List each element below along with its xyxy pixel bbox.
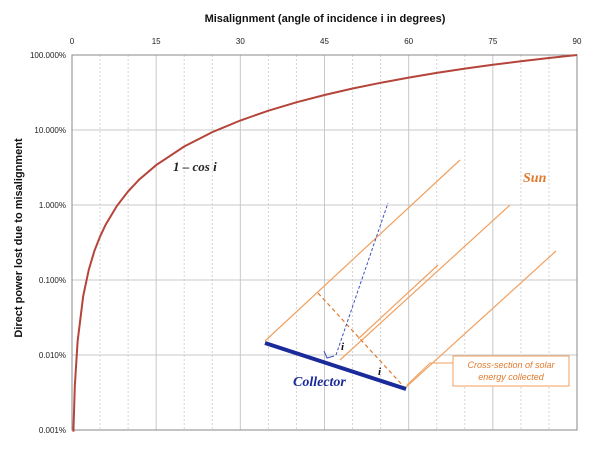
right-angle-marker (323, 350, 335, 359)
y-tick-labels: 0.001% 0.010% 0.100% 1.000% 10.000% 100.000% (30, 51, 66, 435)
plot-frame (71, 54, 578, 431)
y-tick-label: 0.100% (39, 276, 66, 285)
collector-normal-line (335, 202, 389, 356)
x-tick-label: 60 (404, 37, 413, 46)
y-tick-label: 0.010% (39, 351, 66, 360)
collector-bar (264, 341, 407, 391)
y-tick-label: 1.000% (39, 201, 66, 210)
x-tick-label: 30 (236, 37, 245, 46)
y-tick-label: 10.000% (34, 126, 66, 135)
y-axis-title: Direct power lost due to misalignment (13, 138, 25, 338)
sun-ray (404, 250, 557, 389)
sun-label: Sun (523, 171, 547, 186)
sun-ray (357, 264, 439, 340)
energy-cross-section-line (317, 292, 406, 389)
y-tick-label: 0.001% (39, 426, 66, 435)
x-tick-label: 15 (152, 37, 161, 46)
x-tick-label: 45 (320, 37, 329, 46)
callout-text-line-1: Cross-section of solar (467, 360, 555, 370)
x-tick-label: 75 (488, 37, 497, 46)
x-axis-title: Misalignment (angle of incidence i in de… (205, 13, 446, 25)
sun-ray (339, 204, 511, 361)
sun-ray (264, 159, 461, 342)
callout-leader (406, 362, 455, 386)
angle-label-normal: i (341, 341, 345, 353)
series-line-1-minus-cos (72, 54, 578, 432)
callout-box (452, 355, 570, 387)
x-tick-labels: 0 15 30 45 60 75 90 (70, 37, 582, 46)
x-tick-label: 90 (573, 37, 582, 46)
curve-label: 1 – cos i (173, 159, 217, 174)
x-tick-label: 0 (70, 37, 75, 46)
collector-diagram: Cross-section of solar energy collected … (264, 159, 570, 391)
y-tick-label: 100.000% (30, 51, 66, 60)
callout-text-line-2: energy collected (478, 372, 545, 382)
angle-label-collector: i (378, 366, 382, 378)
collector-label: Collector (293, 375, 346, 390)
